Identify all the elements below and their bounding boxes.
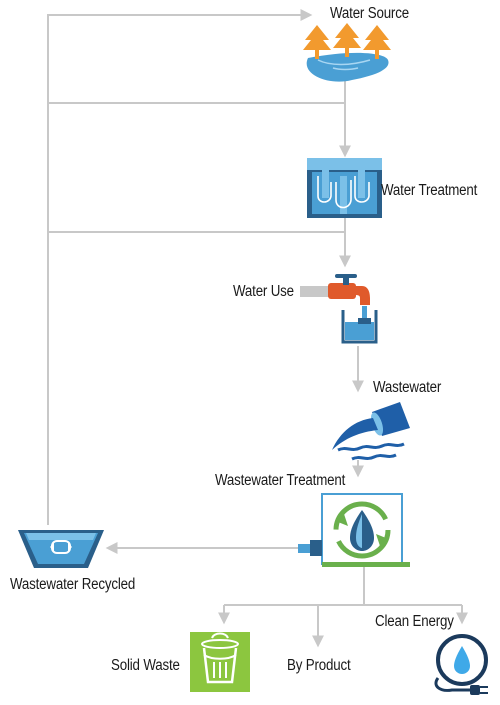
- clean-energy-plug-icon: [434, 634, 488, 695]
- wastewater-treatment-label: Wastewater Treatment: [215, 472, 346, 489]
- water-source-label: Water Source: [330, 5, 409, 22]
- wastewater-recycled-label: Wastewater Recycled: [10, 576, 136, 593]
- wastewater-pipe-icon: [332, 402, 410, 461]
- faucet-icon: [300, 274, 378, 344]
- recycle-basin-icon: [18, 530, 104, 568]
- recycle-loop-line: [47, 9, 313, 525]
- trees-lake-icon: [303, 23, 391, 82]
- recycle-treatment-icon: [298, 493, 410, 567]
- water-treatment-label: Water Treatment: [381, 182, 478, 199]
- water-use-label: Water Use: [233, 283, 294, 300]
- solid-waste-label: Solid Waste: [111, 657, 180, 674]
- treatment-tank-icon: [307, 158, 382, 218]
- wastewater-label: Wastewater: [373, 379, 442, 396]
- clean-energy-label: Clean Energy: [375, 613, 454, 630]
- connectors: [47, 9, 468, 648]
- solid-waste-bin-icon: [190, 632, 250, 692]
- by-product-label: By Product: [287, 657, 351, 674]
